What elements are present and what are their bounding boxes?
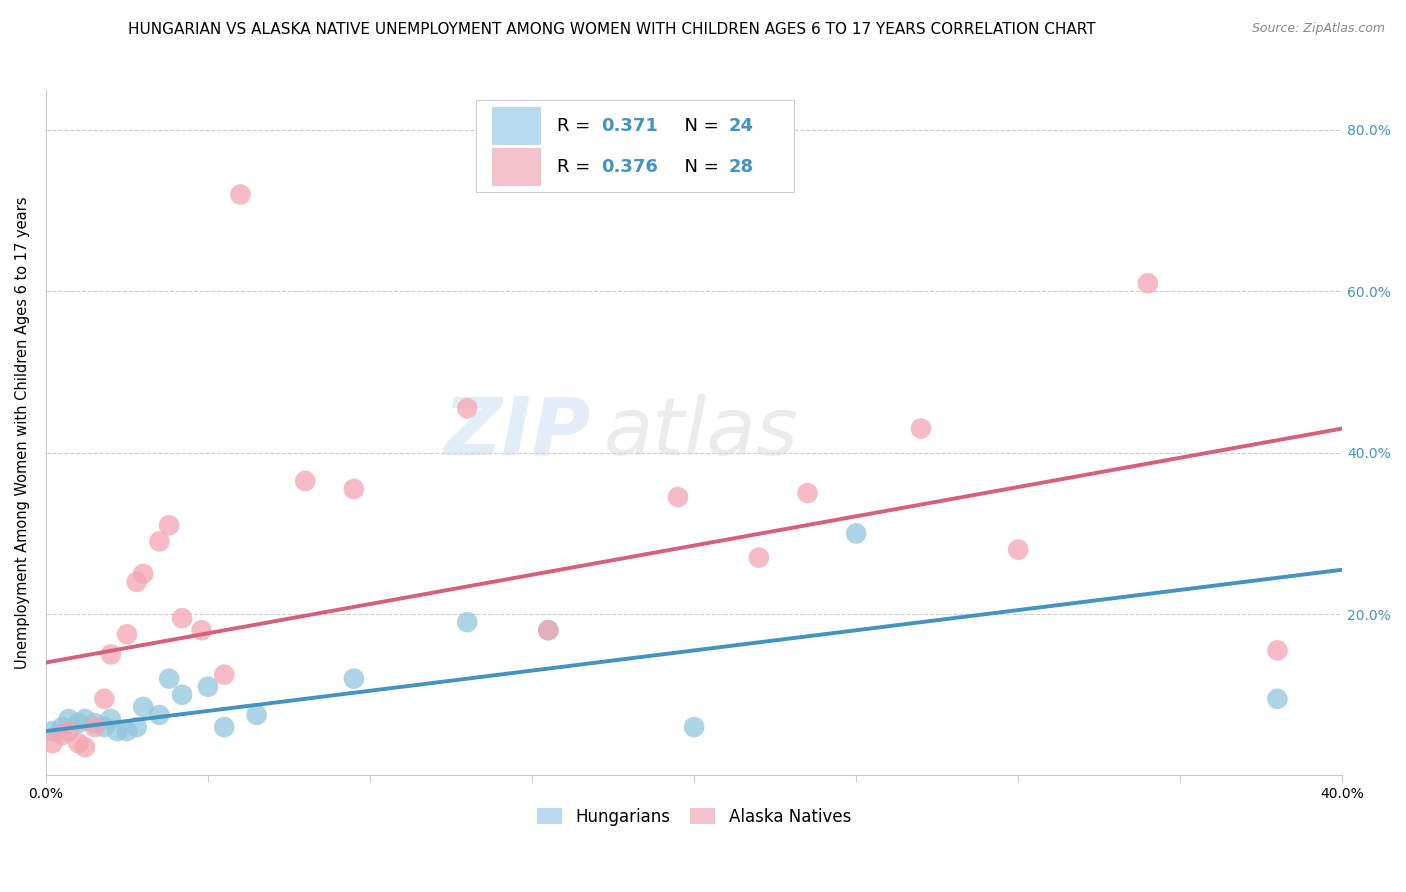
Point [229,187,252,202]
Text: Source: ZipAtlas.com: Source: ZipAtlas.com [1251,22,1385,36]
Point [796,486,818,500]
Point [343,482,366,496]
Point [172,611,194,625]
Point [105,724,128,739]
Text: atlas: atlas [603,393,799,472]
Text: R =: R = [557,158,596,176]
Text: ZIP: ZIP [443,393,591,472]
Point [190,624,212,638]
Point [845,526,868,541]
Bar [492,148,541,186]
Point [456,401,478,416]
Text: HUNGARIAN VS ALASKA NATIVE UNEMPLOYMENT AMONG WOMEN WITH CHILDREN AGES 6 TO 17 Y: HUNGARIAN VS ALASKA NATIVE UNEMPLOYMENT … [128,22,1095,37]
Point [51,728,73,742]
Point [58,724,80,739]
Point [148,708,170,723]
Point [83,720,105,734]
Point [125,720,148,734]
Point [67,736,90,750]
Text: 0.371: 0.371 [600,117,658,135]
Point [748,550,770,565]
Point [1267,691,1289,706]
Point [1136,277,1159,291]
Point [666,490,689,504]
Point [157,672,180,686]
Point [683,720,706,734]
Point [41,724,63,739]
Point [212,667,235,681]
Point [343,672,366,686]
Point [910,421,932,435]
Point [41,736,63,750]
Point [67,716,90,731]
Y-axis label: Unemployment Among Women with Children Ages 6 to 17 years: Unemployment Among Women with Children A… [15,196,30,669]
Point [115,724,138,739]
Point [58,712,80,726]
Point [212,720,235,734]
Point [537,624,560,638]
Point [294,474,316,488]
Point [100,712,122,726]
Text: 28: 28 [730,158,754,176]
Text: 24: 24 [730,117,754,135]
Point [125,574,148,589]
Point [148,534,170,549]
Point [83,716,105,731]
Text: N =: N = [673,158,725,176]
Point [537,624,560,638]
Point [132,566,155,581]
Point [51,720,73,734]
Point [246,708,269,723]
Point [456,615,478,629]
Legend: Hungarians, Alaska Natives: Hungarians, Alaska Natives [530,801,858,832]
Point [115,627,138,641]
Point [93,691,115,706]
Text: N =: N = [673,117,725,135]
Point [1267,643,1289,657]
Bar [492,107,541,145]
Point [73,740,96,755]
Point [100,648,122,662]
Point [132,699,155,714]
Point [157,518,180,533]
FancyBboxPatch shape [477,100,794,193]
Point [197,680,219,694]
Text: 0.376: 0.376 [600,158,658,176]
Point [172,688,194,702]
Point [93,720,115,734]
Text: R =: R = [557,117,596,135]
Point [1007,542,1029,557]
Point [73,712,96,726]
